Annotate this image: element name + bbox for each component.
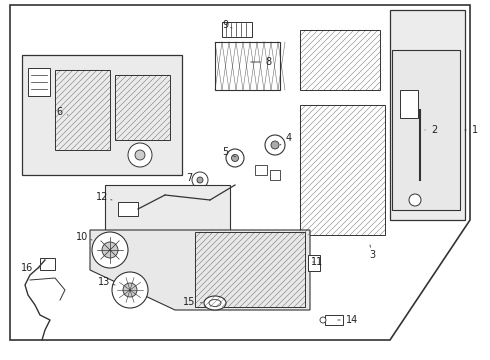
Bar	[308, 255, 320, 271]
Text: 4: 4	[280, 133, 292, 145]
Text: 5: 5	[222, 147, 236, 157]
Text: 3: 3	[369, 245, 375, 260]
Circle shape	[192, 172, 208, 188]
Bar	[300, 105, 385, 235]
Bar	[215, 42, 280, 90]
Circle shape	[271, 141, 279, 149]
Circle shape	[135, 150, 145, 160]
Bar	[270, 170, 280, 180]
Bar	[392, 50, 460, 210]
Bar	[255, 165, 267, 175]
Text: 10: 10	[76, 232, 92, 242]
Circle shape	[92, 232, 128, 268]
Bar	[40, 258, 55, 270]
Text: 7: 7	[186, 173, 198, 183]
Text: 1: 1	[465, 125, 478, 135]
Circle shape	[320, 317, 326, 323]
Polygon shape	[390, 10, 465, 220]
Circle shape	[231, 154, 239, 162]
Circle shape	[197, 177, 203, 183]
Bar	[28, 68, 50, 96]
Circle shape	[409, 194, 421, 206]
Text: 11: 11	[311, 257, 323, 267]
Circle shape	[123, 283, 137, 297]
Bar	[22, 55, 182, 175]
Circle shape	[112, 272, 148, 308]
Bar	[55, 70, 110, 150]
Text: 6: 6	[56, 107, 68, 117]
Polygon shape	[90, 230, 310, 310]
Bar	[118, 202, 138, 216]
Text: 13: 13	[98, 277, 115, 287]
Text: 9: 9	[222, 20, 232, 30]
Text: 2: 2	[425, 125, 437, 135]
Text: 8: 8	[251, 57, 272, 67]
Bar	[195, 232, 305, 307]
Circle shape	[265, 135, 285, 155]
Bar	[105, 185, 230, 250]
Bar	[115, 75, 170, 140]
Bar	[222, 22, 252, 37]
Circle shape	[128, 143, 152, 167]
Text: 14: 14	[338, 315, 358, 325]
Circle shape	[102, 242, 118, 258]
Text: 15: 15	[183, 297, 202, 307]
Circle shape	[226, 149, 244, 167]
Bar	[400, 90, 418, 118]
Ellipse shape	[204, 296, 226, 310]
Bar	[325, 315, 343, 325]
Text: 16: 16	[21, 263, 39, 273]
Text: 12: 12	[96, 192, 112, 202]
Bar	[300, 30, 380, 90]
